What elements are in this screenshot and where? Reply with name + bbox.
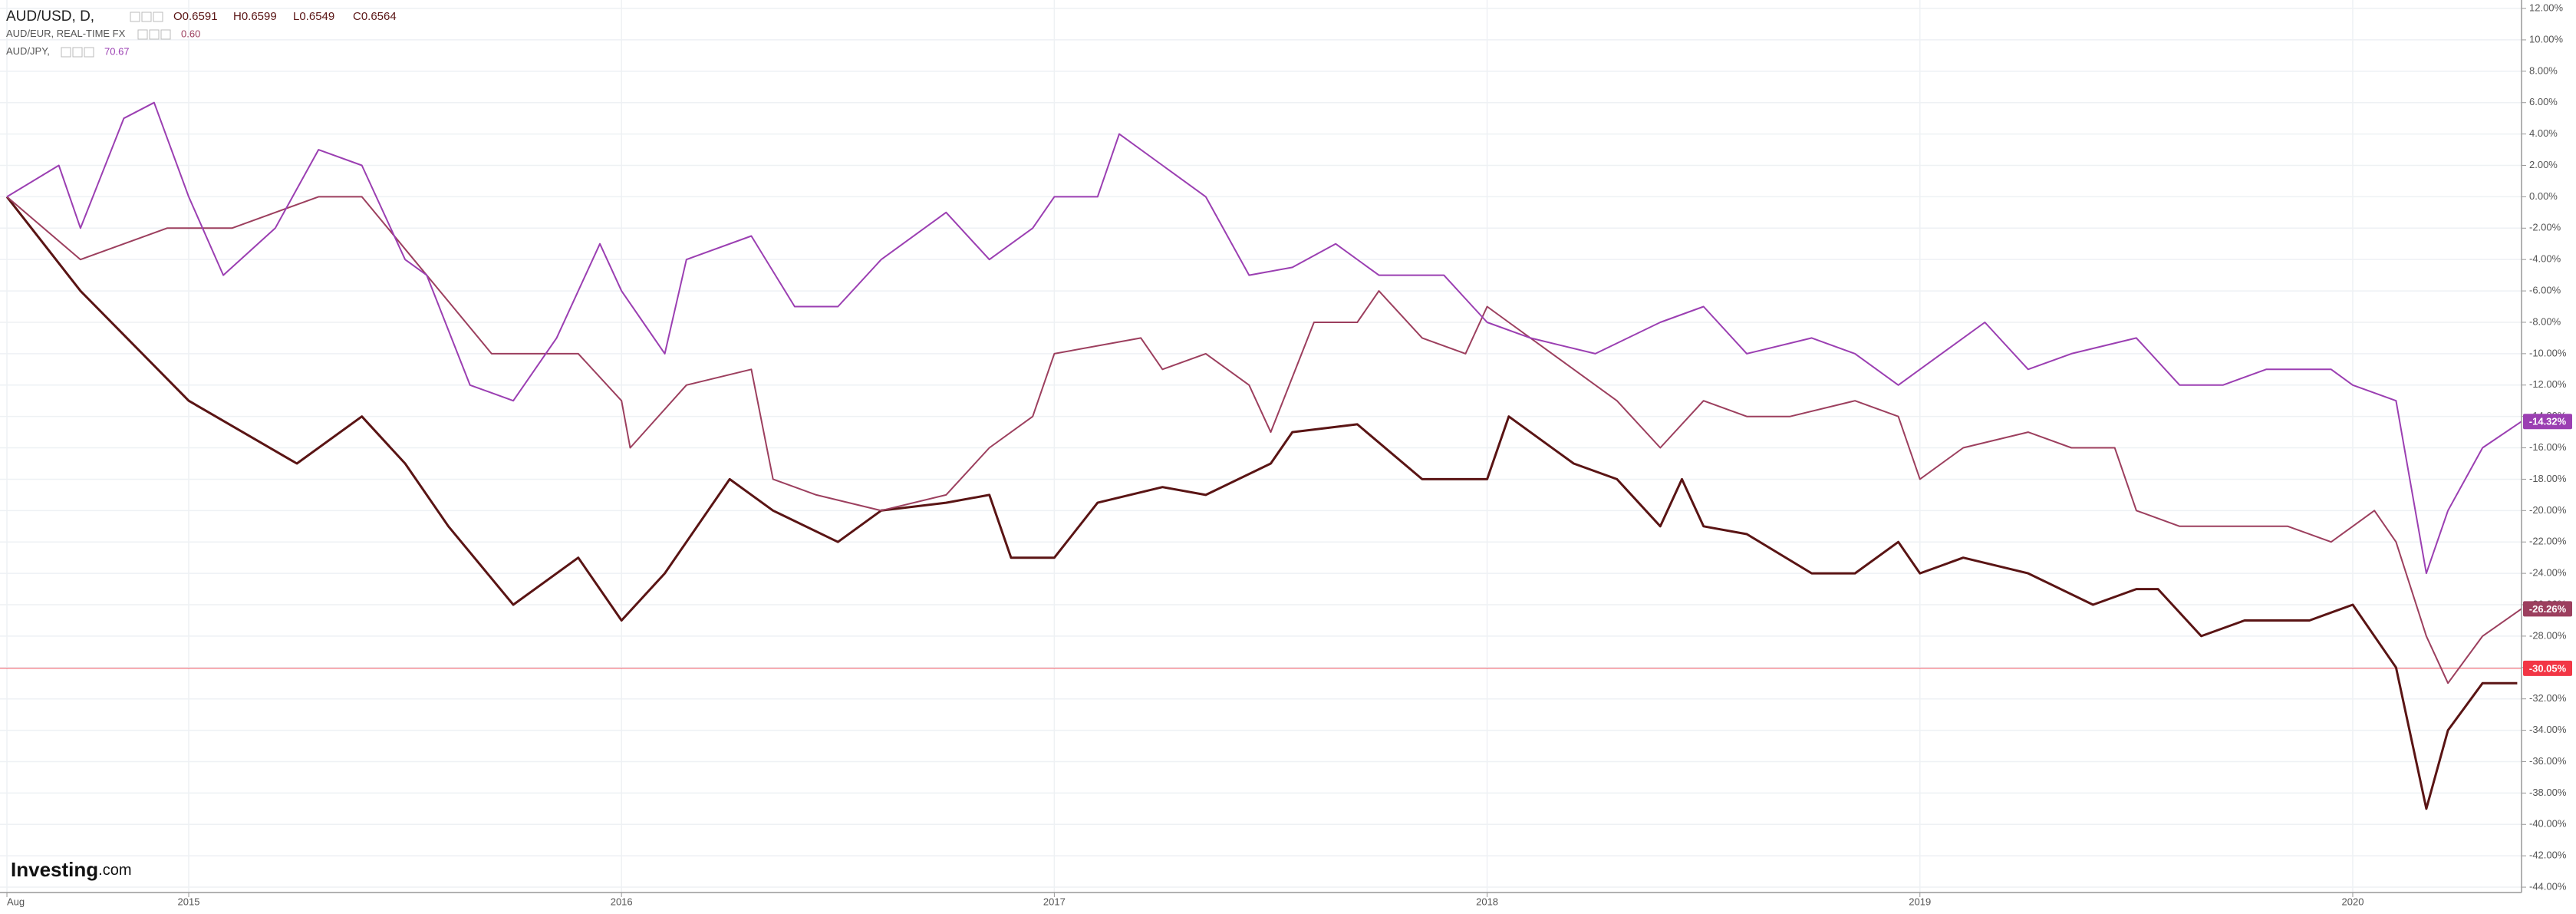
legend-button[interactable] bbox=[84, 47, 94, 58]
y-tick-label: -40.00% bbox=[2529, 818, 2567, 830]
y-tick-label: -44.00% bbox=[2529, 880, 2567, 892]
series-line bbox=[6, 101, 2522, 575]
y-tick-label: -20.00% bbox=[2529, 504, 2567, 516]
x-tick-label: 2015 bbox=[178, 896, 200, 907]
x-tick-label: 2018 bbox=[1476, 896, 1498, 907]
x-tick-label: 2016 bbox=[611, 896, 633, 907]
y-tick-label: -38.00% bbox=[2529, 787, 2567, 798]
legend-name: AUD/EUR, REAL-TIME FX bbox=[6, 28, 126, 39]
y-tick-label: -34.00% bbox=[2529, 724, 2567, 735]
value-badge-label: -30.05% bbox=[2529, 662, 2567, 674]
legend-button[interactable] bbox=[130, 12, 140, 22]
y-tick-label: 6.00% bbox=[2529, 96, 2558, 107]
y-tick-label: -42.00% bbox=[2529, 850, 2567, 861]
y-tick-label: -4.00% bbox=[2529, 253, 2561, 265]
series-line bbox=[5, 196, 2518, 810]
legend-button[interactable] bbox=[61, 47, 71, 58]
y-tick-label: 8.00% bbox=[2529, 64, 2558, 76]
legend: AUD/USD, D, O0.6591 H0.6599 L0.6549 C0.6564 A… bbox=[6, 8, 397, 58]
y-tick-label: -6.00% bbox=[2529, 285, 2561, 296]
y-tick-label: -36.00% bbox=[2529, 755, 2567, 767]
y-tick-label: -28.00% bbox=[2529, 629, 2567, 641]
watermark-suffix: .com bbox=[98, 862, 131, 879]
legend-value: C0.6564 bbox=[353, 10, 397, 23]
y-tick-label: -2.00% bbox=[2529, 222, 2561, 233]
watermark: Investing.com bbox=[11, 858, 131, 881]
legend-value: 70.67 bbox=[104, 45, 130, 57]
series-layer bbox=[0, 101, 2522, 810]
x-tick-label: 2017 bbox=[1043, 896, 1066, 907]
y-tick-label: 2.00% bbox=[2529, 159, 2558, 170]
y-tick-label: -18.00% bbox=[2529, 473, 2567, 484]
legend-entry: AUD/JPY, bbox=[6, 45, 50, 57]
legend-value: O0.6591 bbox=[173, 10, 218, 23]
legend-name: AUD/USD, D, bbox=[6, 8, 94, 25]
legend-name: AUD/JPY, bbox=[6, 45, 50, 57]
y-tick-label: 4.00% bbox=[2529, 127, 2558, 139]
y-tick-label: -22.00% bbox=[2529, 536, 2567, 547]
legend-value: H0.6599 bbox=[233, 10, 277, 23]
legend-button[interactable] bbox=[153, 12, 163, 22]
legend-value: 0.60 bbox=[181, 28, 200, 39]
legend-entry: AUD/USD, D, bbox=[6, 8, 94, 25]
x-tick-label: Aug bbox=[7, 896, 25, 907]
legend-button[interactable] bbox=[160, 29, 171, 40]
value-badge bbox=[2523, 414, 2572, 430]
value-badge bbox=[2523, 601, 2572, 617]
y-tick-label: -12.00% bbox=[2529, 378, 2567, 390]
watermark-brand: Investing bbox=[11, 858, 98, 881]
legend-button[interactable] bbox=[149, 29, 160, 40]
axes: 12.00% 10.00% 8.00% 6.00% 4.00% 2.00% 0.00% -2.… bbox=[6, 2, 2572, 907]
y-tick-label: 12.00% bbox=[2529, 2, 2564, 13]
legend-button[interactable] bbox=[137, 29, 148, 40]
y-tick-label: -10.00% bbox=[2529, 347, 2567, 358]
legend-value: L0.6549 bbox=[293, 10, 334, 23]
y-tick-label: -16.00% bbox=[2529, 441, 2567, 453]
y-tick-label: -8.00% bbox=[2529, 315, 2561, 327]
grid bbox=[0, 0, 2522, 893]
x-tick-label: 2019 bbox=[1909, 896, 1931, 907]
y-tick-label: -32.00% bbox=[2529, 692, 2567, 704]
value-badge-label: -14.32% bbox=[2529, 416, 2567, 427]
legend-button[interactable] bbox=[72, 47, 83, 58]
y-tick-label: -24.00% bbox=[2529, 567, 2567, 579]
y-tick-label: 0.00% bbox=[2529, 190, 2558, 202]
x-tick-label: 2020 bbox=[2342, 896, 2364, 907]
value-badge bbox=[2523, 660, 2572, 676]
series-line bbox=[6, 196, 2522, 685]
y-tick-label: 10.00% bbox=[2529, 33, 2564, 45]
legend-button[interactable] bbox=[141, 12, 152, 22]
value-badge-label: -26.26% bbox=[2529, 603, 2567, 615]
legend-entry: AUD/EUR, REAL-TIME FX bbox=[6, 28, 126, 39]
